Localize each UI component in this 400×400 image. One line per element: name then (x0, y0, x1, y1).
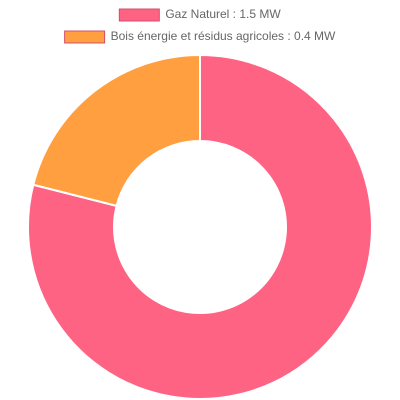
legend-label: Bois énergie et résidus agricoles : 0.4 … (111, 29, 336, 43)
slice (27, 53, 373, 400)
legend-swatch[interactable] (118, 8, 160, 22)
legend-swatch[interactable] (64, 30, 106, 44)
slice (32, 53, 201, 208)
legend-label: Gaz Naturel : 1.5 MW (165, 7, 281, 21)
